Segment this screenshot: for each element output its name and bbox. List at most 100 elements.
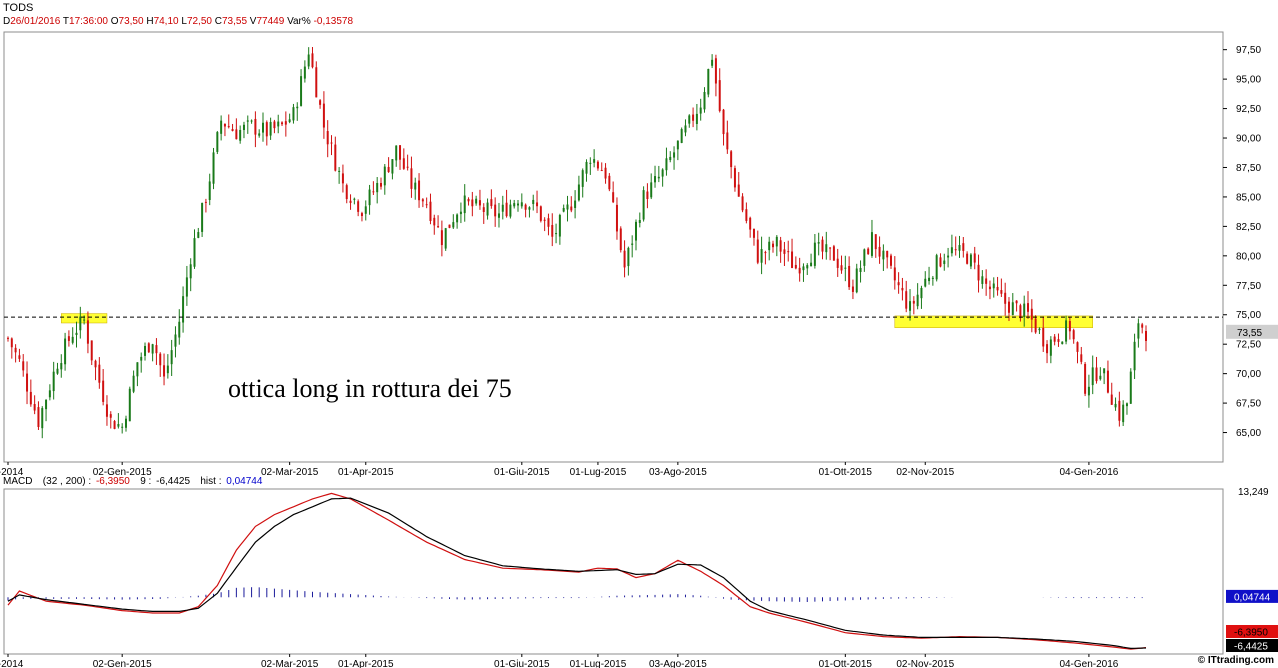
- hist-label: hist :: [200, 476, 222, 487]
- candle: [174, 326, 177, 358]
- candle: [943, 253, 946, 271]
- candle: [406, 154, 409, 171]
- candle: [650, 173, 653, 200]
- hist-value-tag: [1226, 589, 1278, 603]
- candle: [1133, 333, 1136, 380]
- candle: [242, 121, 245, 139]
- candle: [372, 181, 375, 196]
- candle: [71, 327, 74, 345]
- x-tick-label: 01-Ott-2015: [819, 659, 873, 668]
- candle: [1046, 340, 1049, 364]
- candle: [117, 413, 120, 429]
- candle: [676, 140, 679, 161]
- candle: [528, 206, 531, 218]
- signal-header-value: -6,4425: [156, 476, 191, 487]
- candle: [284, 111, 287, 137]
- candle: [1049, 336, 1052, 364]
- candle: [113, 419, 116, 430]
- candle: [102, 369, 105, 406]
- candle: [505, 189, 508, 218]
- candle: [1004, 282, 1007, 316]
- candle: [714, 54, 717, 97]
- candle: [832, 244, 835, 261]
- candle: [768, 236, 771, 261]
- candle: [490, 189, 493, 209]
- candle: [193, 229, 196, 269]
- candle: [345, 183, 348, 204]
- candle: [1087, 374, 1090, 408]
- candle: [711, 54, 714, 69]
- candle: [197, 227, 200, 239]
- price-y-tick-label: 67,50: [1236, 399, 1261, 410]
- candle: [1106, 360, 1109, 394]
- macd-y-axis: 13,249 0,04744 -6,3950 -6,4425: [1226, 487, 1278, 653]
- candle: [947, 247, 950, 268]
- candle: [1118, 391, 1121, 427]
- candle: [170, 339, 173, 377]
- candle: [48, 384, 51, 401]
- candle: [524, 203, 527, 218]
- price-y-tick-label: 75,00: [1236, 310, 1261, 321]
- candle: [840, 255, 843, 274]
- price-y-tick-label: 95,00: [1236, 75, 1261, 86]
- candle: [760, 236, 763, 275]
- candle: [798, 257, 801, 282]
- candle: [756, 230, 759, 265]
- signal-value-tag: [1226, 639, 1278, 652]
- candle: [231, 123, 234, 132]
- candle: [688, 114, 691, 128]
- var-label: Var%: [287, 16, 311, 27]
- candle: [357, 199, 360, 217]
- signal-label: 9 :: [140, 476, 152, 487]
- candle: [456, 213, 459, 229]
- candle: [124, 415, 127, 432]
- candle: [608, 173, 611, 192]
- candle: [338, 167, 341, 184]
- candle: [901, 277, 904, 301]
- signal-value-tag-label: -6,4425: [1234, 642, 1268, 653]
- candle: [319, 99, 322, 109]
- candle: [889, 253, 892, 269]
- candle: [1076, 341, 1079, 364]
- candle: [646, 183, 649, 209]
- candle: [1030, 299, 1033, 333]
- candle: [779, 236, 782, 263]
- candle: [673, 146, 676, 170]
- price-y-tick-label: 80,00: [1236, 251, 1261, 262]
- last-price-tag: [1226, 324, 1278, 339]
- hist-value-tag-label: 0,04744: [1234, 592, 1271, 603]
- candle: [98, 357, 101, 389]
- x-tick-label: 02-Gen-2015: [93, 659, 152, 668]
- time-label: T: [62, 16, 70, 27]
- candle: [163, 353, 166, 386]
- candle: [1042, 316, 1045, 352]
- candle: [589, 157, 592, 175]
- candle: [144, 342, 147, 361]
- candle: [638, 212, 641, 228]
- price-y-tick-label: 70,00: [1236, 369, 1261, 380]
- candle: [539, 205, 542, 223]
- macd-header-value: -6,3950: [95, 476, 130, 487]
- candle: [775, 235, 778, 257]
- candle: [551, 213, 554, 247]
- candle: [414, 177, 417, 200]
- candle: [585, 159, 588, 182]
- candle: [136, 362, 139, 387]
- open-value: 73,50: [118, 16, 144, 27]
- candle: [14, 344, 17, 363]
- candle: [874, 234, 877, 258]
- candle: [631, 235, 634, 258]
- candle: [1023, 295, 1026, 327]
- candle: [326, 120, 329, 158]
- credit-text: © ITtrading.com: [1197, 655, 1274, 666]
- candle: [730, 150, 733, 179]
- candle: [574, 190, 577, 219]
- candle: [79, 306, 82, 339]
- macd-params: (32 , 200) :: [42, 476, 92, 487]
- x-tick-label: 01-Ott-2015: [819, 467, 873, 478]
- candle: [962, 237, 965, 258]
- candle: [132, 370, 135, 394]
- candle: [1072, 328, 1075, 344]
- candle: [566, 195, 569, 222]
- candle: [18, 348, 21, 362]
